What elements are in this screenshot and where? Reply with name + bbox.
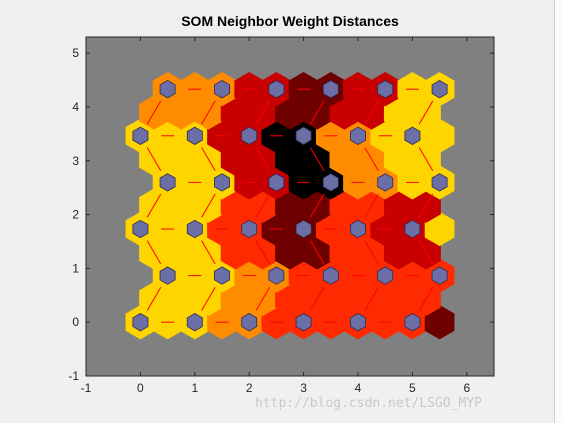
neuron-marker [295,126,312,145]
neuron-marker [214,80,230,99]
x-tick-label: 1 [191,381,198,395]
neuron-marker [431,80,448,99]
y-tick-label: 2 [72,208,79,222]
neuron-marker [322,173,339,192]
neuron-marker [377,173,394,192]
neighbor-link [364,147,379,171]
neighbor-link [255,193,271,218]
distance-cells-layer [125,72,455,340]
neighbor-link [364,193,379,218]
neuron-marker [159,173,176,192]
neuron-marker [377,266,394,285]
neighbor-link [418,193,434,218]
neuron-marker [350,313,366,332]
neighbor-link [201,240,216,265]
y-axis-ticks: -1 0 1 2 3 4 5 [68,46,494,383]
neighbor-link [418,147,434,171]
y-tick-label: -1 [68,369,79,383]
neuron-marker [268,80,285,99]
neuron-marker [322,266,339,285]
neuron-marker [186,313,203,332]
x-axis-ticks: -1 0 1 2 3 4 5 6 [81,37,470,395]
neighbor-link [146,286,162,311]
axes-frame [85,36,495,377]
x-tick-label: -1 [81,381,92,395]
neuron-marker [350,126,366,145]
neighbor-link [201,147,216,171]
neuron-marker [295,313,312,332]
neighbor-link [418,240,434,265]
plot-axes: -1 0 1 2 3 4 5 6 -1 0 1 2 3 4 5 [68,36,495,395]
neighbor-link [146,193,162,218]
x-tick-label: 3 [300,381,307,395]
neuron-marker [186,126,203,145]
neighbor-link [201,286,216,311]
x-tick-label: 4 [355,381,362,395]
neuron-marker [132,219,149,239]
neighbor-link [255,240,271,265]
neuron-marker [241,126,258,145]
neuron-marker [214,173,230,192]
neuron-marker [268,173,285,192]
neighbor-link [146,100,162,125]
neuron-marker [241,313,258,332]
neighbor-link [309,193,325,218]
neuron-marker [159,266,176,285]
neighbor-link [255,147,271,171]
neighbor-link [146,147,162,171]
neuron-marker [268,266,285,285]
neuron-marker [431,266,448,285]
neighbor-link [364,240,379,265]
neurons-layer [132,80,448,332]
neuron-marker [377,80,394,99]
neighbor-link [418,286,434,311]
neighbor-link [364,100,379,125]
neighbor-link [255,286,271,311]
x-tick-label: 2 [246,381,253,395]
neuron-marker [159,80,176,99]
y-tick-label: 4 [72,100,79,114]
neighbor-link [309,147,325,171]
neuron-marker [404,313,421,332]
neighbor-link [418,100,434,125]
x-tick-label: 0 [137,381,144,395]
neuron-marker [214,266,230,285]
y-tick-label: 1 [72,261,79,275]
chart-title: SOM Neighbor Weight Distances [181,13,399,29]
neuron-marker [132,313,149,332]
neighbor-link [201,100,216,125]
x-tick-label: 5 [409,381,416,395]
y-tick-label: 5 [72,46,79,60]
watermark: http://blog.csdn.net/LSGO_MYP [255,396,482,411]
neuron-marker [404,219,421,239]
window-edge [554,0,563,423]
neuron-marker [132,126,149,145]
neighbor-link [255,100,271,125]
neuron-marker [295,219,312,239]
neighbor-link [309,240,325,265]
neighbor-links-layer [146,88,434,323]
neuron-marker [404,126,421,145]
neuron-marker [186,219,203,239]
y-tick-label: 3 [72,154,79,168]
neuron-marker [241,219,258,239]
y-tick-label: 0 [72,315,79,329]
neuron-marker [431,173,448,192]
neighbor-link [201,193,216,218]
neighbor-link [309,286,325,311]
neighbor-link [146,240,162,265]
x-tick-label: 6 [463,381,470,395]
neuron-marker [350,219,366,239]
neighbor-link [309,100,325,125]
neuron-marker [322,80,339,99]
neighbor-link [364,286,379,311]
